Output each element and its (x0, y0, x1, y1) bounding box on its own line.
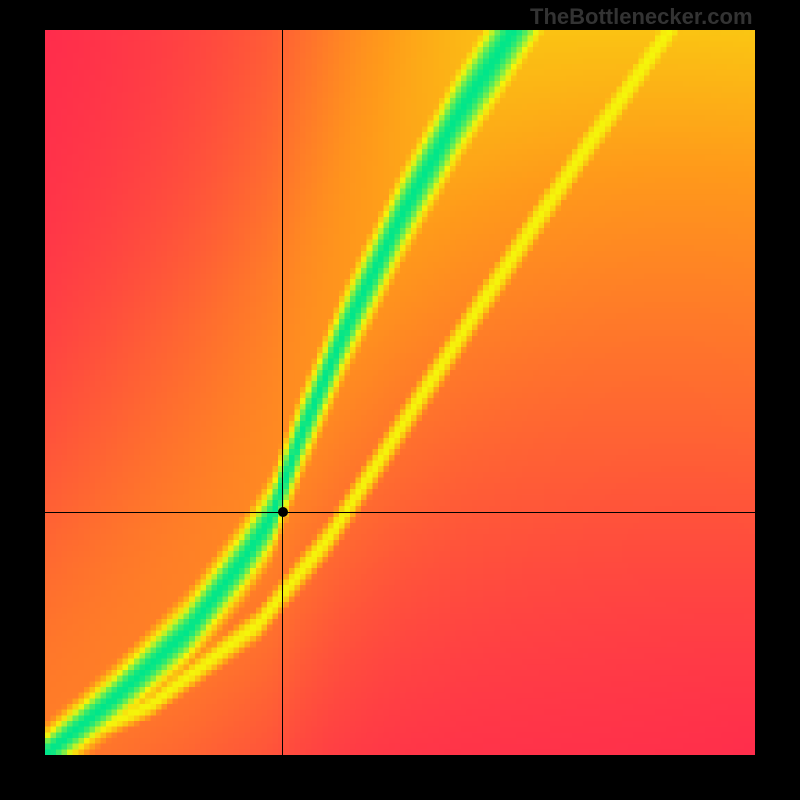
marker-point (278, 507, 288, 517)
watermark-text: TheBottlenecker.com (530, 4, 753, 30)
bottleneck-heatmap (45, 30, 755, 755)
crosshair-horizontal (45, 512, 755, 513)
crosshair-vertical (282, 30, 283, 755)
chart-container: TheBottlenecker.com (0, 0, 800, 800)
